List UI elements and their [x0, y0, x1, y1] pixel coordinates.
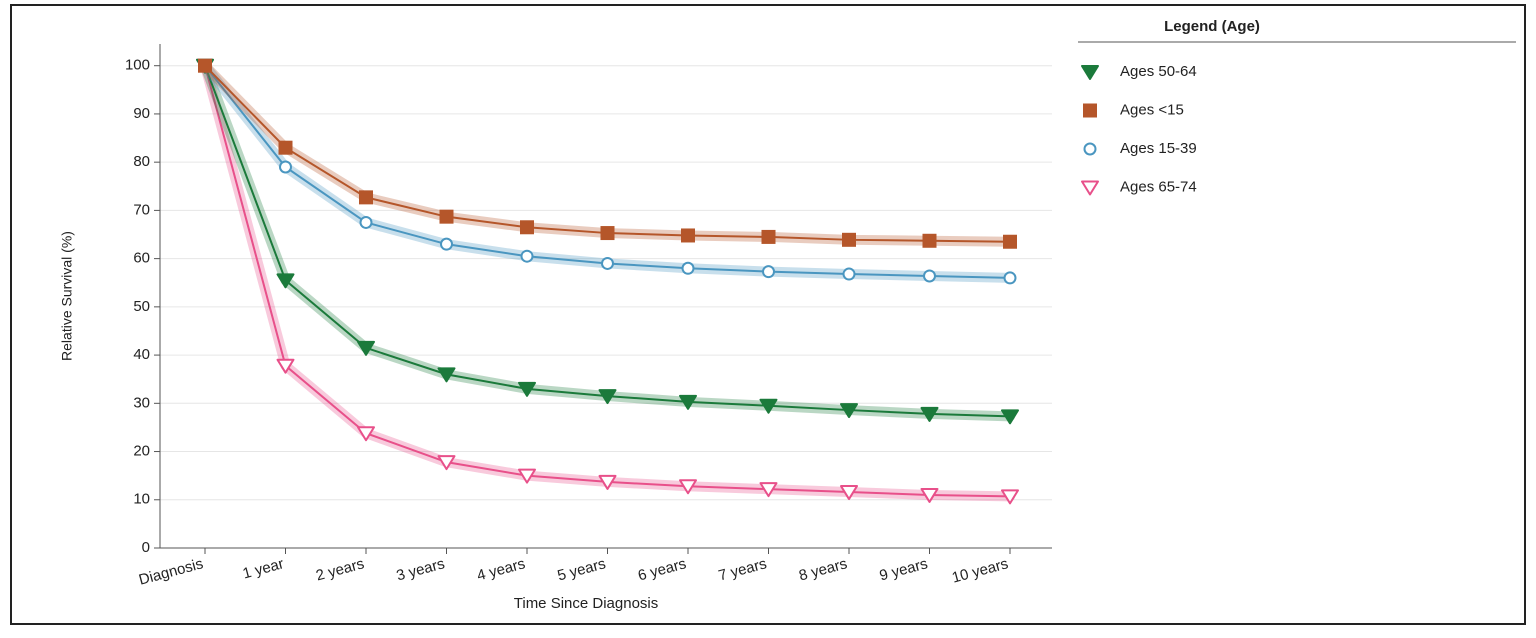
marker — [598, 389, 617, 405]
legend-title: Legend (Age) — [1164, 18, 1260, 35]
marker — [518, 381, 536, 397]
marker — [439, 209, 454, 224]
y-tick-label: 0 — [142, 539, 150, 556]
marker — [601, 256, 614, 270]
marker — [357, 340, 375, 356]
marker — [920, 487, 939, 503]
marker — [437, 455, 456, 471]
y-tick-label: 60 — [133, 250, 150, 267]
y-tick-label: 10 — [133, 491, 150, 508]
y-tick-label: 70 — [133, 201, 150, 218]
y-tick-label: 20 — [133, 443, 150, 460]
legend-item: Ages 65-74 — [1081, 178, 1197, 196]
marker — [761, 229, 776, 244]
legend-label: Ages 50-64 — [1120, 63, 1197, 80]
y-tick-label: 100 — [125, 57, 150, 74]
marker — [437, 367, 456, 383]
legend-label: Ages 65-74 — [1120, 178, 1197, 195]
marker — [759, 398, 778, 414]
y-tick-label: 80 — [133, 153, 150, 170]
x-axis-label: Time Since Diagnosis — [514, 595, 659, 612]
y-tick-label: 50 — [133, 298, 150, 315]
marker — [842, 232, 856, 247]
y-tick-label: 40 — [133, 346, 150, 363]
marker — [681, 261, 695, 275]
marker — [679, 394, 697, 410]
marker — [920, 406, 939, 422]
legend-label: Ages 15-39 — [1120, 140, 1197, 157]
legend-item: Ages 15-39 — [1083, 140, 1197, 157]
legend-label: Ages <15 — [1120, 101, 1184, 118]
marker — [923, 269, 936, 283]
marker — [600, 226, 615, 241]
legend-item: Ages <15 — [1083, 101, 1184, 118]
marker — [520, 249, 534, 263]
marker — [518, 468, 536, 484]
marker — [279, 160, 292, 174]
marker — [840, 403, 858, 419]
marker — [842, 267, 856, 281]
marker — [681, 228, 695, 243]
legend-item: Ages 50-64 — [1081, 63, 1197, 80]
marker — [276, 273, 295, 289]
y-tick-label: 30 — [133, 394, 150, 411]
marker — [198, 58, 212, 73]
marker — [276, 358, 295, 374]
y-axis-label: Relative Survival (%) — [59, 231, 75, 361]
marker — [759, 482, 778, 498]
marker — [679, 479, 697, 495]
marker — [598, 474, 617, 490]
marker — [1083, 103, 1097, 118]
marker — [359, 190, 373, 205]
marker — [840, 485, 858, 501]
marker — [1003, 234, 1017, 249]
marker — [1001, 409, 1019, 425]
marker — [357, 426, 375, 442]
y-tick-label: 90 — [133, 105, 150, 122]
frame — [10, 4, 1526, 625]
marker — [1081, 65, 1099, 80]
marker — [440, 237, 453, 251]
marker — [762, 265, 775, 279]
marker — [278, 140, 293, 155]
marker — [1083, 142, 1097, 156]
marker — [520, 220, 534, 235]
marker — [922, 233, 937, 248]
marker — [1003, 271, 1017, 285]
marker — [359, 215, 373, 229]
marker — [1081, 180, 1099, 196]
marker — [1001, 489, 1019, 505]
